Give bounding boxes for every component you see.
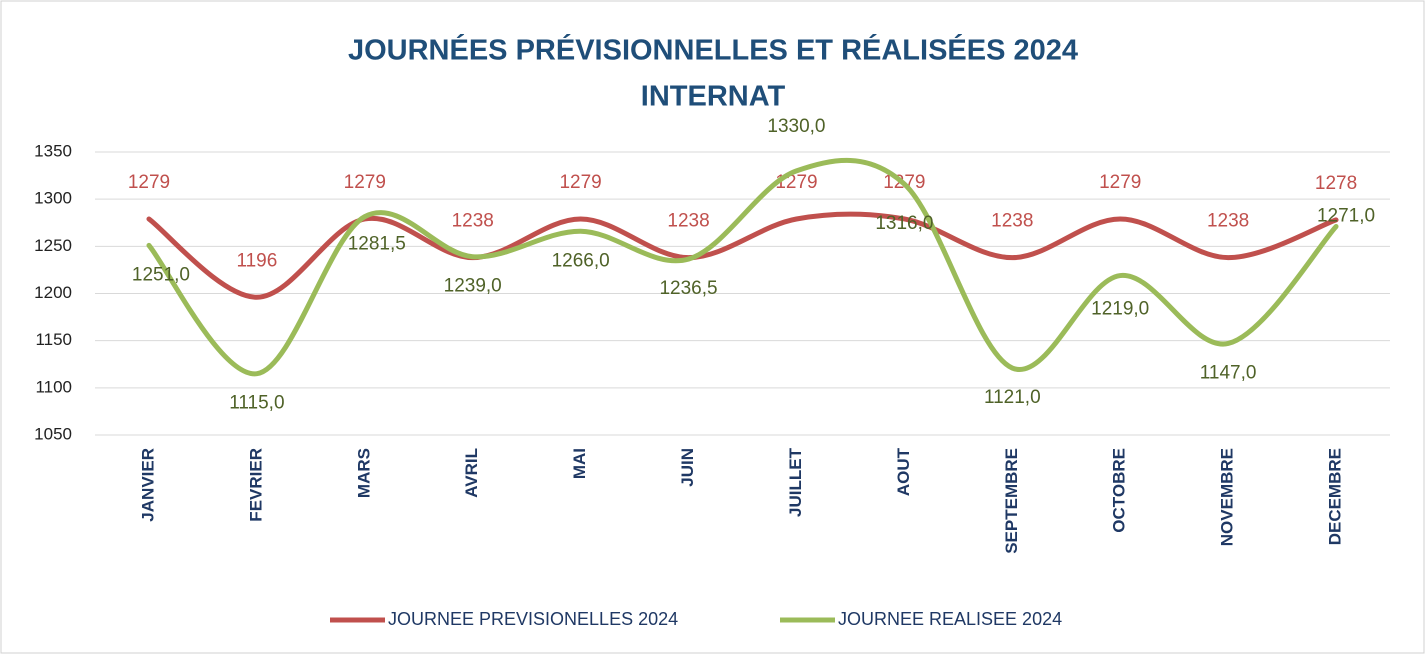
data-label: 1278 — [1315, 173, 1357, 194]
y-tick-label: 1100 — [35, 377, 72, 396]
y-tick-label: 1200 — [34, 283, 72, 302]
data-label: 1238 — [452, 211, 494, 232]
data-label: 1316,0 — [875, 213, 933, 234]
x-tick-label: AOUT — [894, 447, 913, 496]
x-tick-label: JANVIER — [138, 448, 157, 522]
data-label: 1147,0 — [1200, 363, 1257, 384]
chart-subtitle: INTERNAT — [641, 81, 786, 113]
data-label: 1279 — [128, 172, 170, 193]
series-line — [146, 157, 1339, 377]
x-tick-label: MAI — [570, 448, 589, 479]
x-tick-label: FEVRIER — [246, 448, 265, 522]
data-label: 1279 — [775, 172, 817, 193]
data-label: 1115,0 — [229, 393, 284, 414]
x-tick-label: DECEMBRE — [1326, 448, 1345, 545]
y-tick-label: 1350 — [34, 141, 72, 160]
legend-label: JOURNEE REALISEE 2024 — [838, 609, 1062, 629]
chart-title: JOURNÉES PRÉVISIONNELLES ET RÉALISÉES 20… — [348, 33, 1078, 67]
data-label: 1238 — [1207, 211, 1249, 232]
y-tick-label: 1250 — [34, 236, 72, 255]
data-label: 1279 — [559, 172, 601, 193]
data-label: 1196 — [236, 250, 277, 271]
y-tick-label: 1050 — [34, 424, 72, 443]
data-label: 1238 — [991, 211, 1033, 232]
data-label: 1251,0 — [132, 264, 190, 285]
data-label: 1330,0 — [767, 116, 825, 137]
x-tick-label: MARS — [354, 448, 373, 498]
x-tick-label: JUILLET — [786, 447, 805, 517]
data-label: 1238 — [667, 211, 709, 232]
x-tick-label: NOVEMBRE — [1218, 448, 1237, 546]
series-line — [146, 211, 1339, 300]
data-label: 1279 — [1099, 172, 1141, 193]
x-tick-label: JUIN — [678, 448, 697, 487]
data-label: 1266,0 — [552, 250, 610, 271]
data-label: 1279 — [344, 172, 386, 193]
data-label: 1239,0 — [444, 276, 502, 297]
y-tick-label: 1150 — [35, 330, 72, 349]
data-label: 1271,0 — [1317, 206, 1375, 227]
legend-label: JOURNEE PREVISIONELLES 2024 — [388, 609, 678, 629]
data-label: 1121,0 — [984, 387, 1041, 408]
x-tick-label: OCTOBRE — [1110, 448, 1129, 533]
x-tick-label: AVRIL — [462, 448, 481, 498]
data-label: 1281,5 — [348, 234, 406, 255]
data-label: 1236,5 — [659, 278, 717, 299]
x-tick-label: SEPTEMBRE — [1002, 448, 1021, 554]
data-label: 1219,0 — [1091, 299, 1149, 320]
y-tick-label: 1300 — [34, 189, 72, 208]
